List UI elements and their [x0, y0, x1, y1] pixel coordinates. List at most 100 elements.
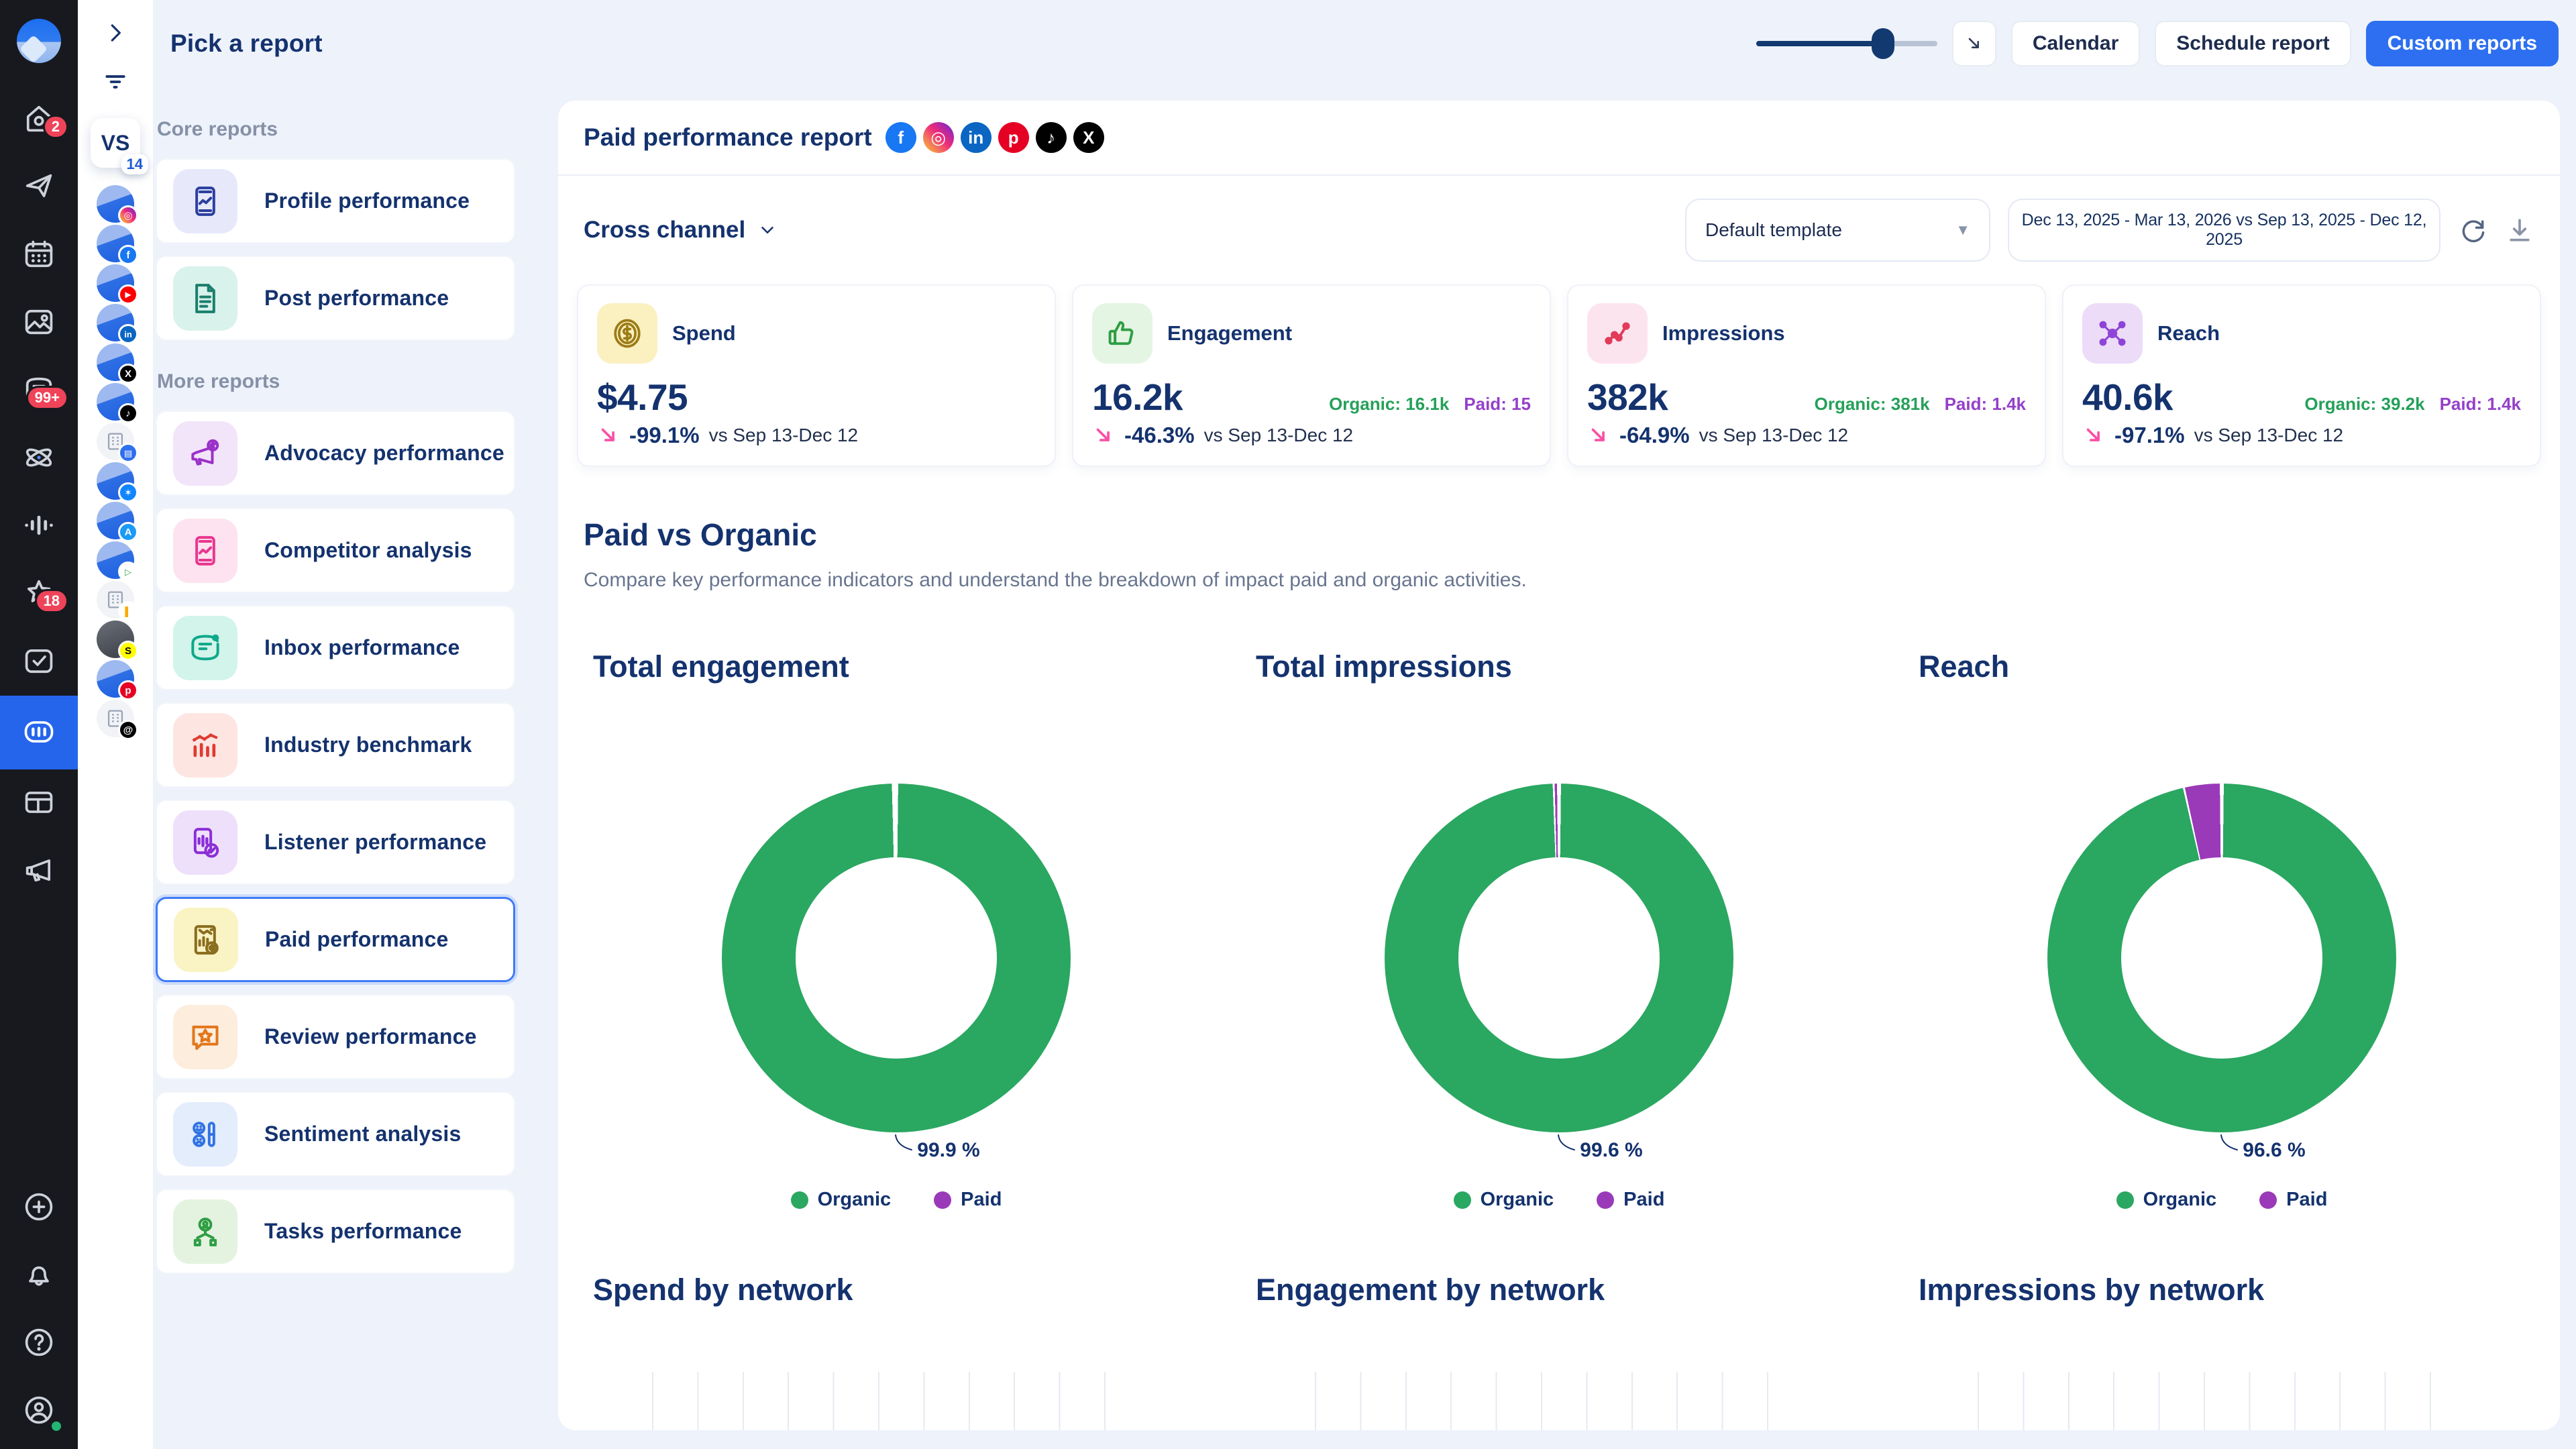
- profile-avatar-x[interactable]: X: [97, 343, 138, 384]
- profile-avatar-youtube[interactable]: ▶: [97, 264, 138, 305]
- kpi-paid: Paid: 1.4k: [2439, 394, 2521, 414]
- profile-avatar-google-business[interactable]: ▤: [97, 423, 138, 463]
- refresh-button[interactable]: [2458, 215, 2487, 245]
- zoom-slider-thumb[interactable]: [1871, 28, 1894, 59]
- kpi-card-engagement[interactable]: Engagement 16.2k Organic: 16.1k Paid: 15 …: [1072, 284, 1551, 467]
- notification-badge: 99+: [25, 385, 68, 410]
- report-item-industry-benchmark[interactable]: Industry benchmark: [156, 702, 515, 788]
- report-item-post-performance[interactable]: Post performance: [156, 256, 515, 341]
- download-button[interactable]: [2505, 215, 2534, 245]
- report-item-inbox-performance[interactable]: Inbox performance: [156, 605, 515, 690]
- sidebar-item-bell[interactable]: [0, 1242, 78, 1309]
- trend-down-icon: [2086, 428, 2100, 441]
- report-item-advocacy-performance[interactable]: Advocacy performance: [156, 411, 515, 496]
- custom-reports-button[interactable]: Custom reports: [2365, 21, 2559, 66]
- calendar-button[interactable]: Calendar: [2010, 21, 2141, 66]
- profile-avatar-app-store[interactable]: A: [97, 502, 138, 542]
- sidebar-item-calendar[interactable]: [0, 221, 78, 289]
- schedule-report-button[interactable]: Schedule report: [2155, 21, 2351, 66]
- profile-avatar-facebook[interactable]: f: [97, 225, 138, 265]
- kpi-card-reach[interactable]: Reach 40.6k Organic: 39.2k Paid: 1.4k -97…: [2062, 284, 2541, 467]
- profile-avatar-google-play[interactable]: ▷: [97, 541, 138, 582]
- kpi-card-impressions[interactable]: Impressions 382k Organic: 381k Paid: 1.4k…: [1567, 284, 2046, 467]
- sidebar-item-help[interactable]: [0, 1309, 78, 1377]
- sidebar-item-atom[interactable]: [0, 425, 78, 492]
- donut-2[interactable]: [2047, 784, 2396, 1132]
- sidebar-item-board[interactable]: [0, 769, 78, 837]
- kpi-value: 382k: [1587, 376, 1668, 418]
- report-item-label: Profile performance: [264, 189, 470, 213]
- thumbs-up-icon: [1092, 303, 1152, 364]
- sidebar-item-send[interactable]: [0, 154, 78, 221]
- legend-paid[interactable]: Paid: [934, 1189, 1002, 1211]
- expand-panel-button[interactable]: [103, 20, 128, 48]
- report-panel: Paid performance report f ◎ in p ♪ X Cross ch…: [558, 101, 2560, 1430]
- template-select-value: Default template: [1705, 219, 1842, 240]
- profile-avatar-snapchat[interactable]: S: [97, 621, 138, 661]
- sidebar-item-user[interactable]: [0, 1377, 78, 1445]
- sidebar-item-image[interactable]: [0, 289, 78, 357]
- caret-down-icon: ▼: [1955, 221, 1970, 238]
- paid-performance-icon: [174, 907, 238, 972]
- profile-avatar-pinterest[interactable]: p: [97, 660, 138, 700]
- template-select[interactable]: Default template ▼: [1685, 199, 1990, 262]
- filter-icon: [105, 75, 125, 89]
- notification-badge: 2: [42, 114, 68, 139]
- zoom-slider[interactable]: [1756, 28, 1937, 59]
- calendar-icon: [21, 237, 56, 274]
- profile-avatar-instagram[interactable]: ◎: [97, 185, 138, 225]
- profile-avatar-bluesky[interactable]: ✶: [97, 462, 138, 502]
- bar-chart-gridlines[interactable]: [1978, 1372, 2431, 1430]
- resize-button[interactable]: [1951, 21, 1996, 66]
- report-item-listener-performance[interactable]: Listener performance: [156, 800, 515, 885]
- sidebar-item-home[interactable]: 2: [0, 86, 78, 154]
- zoom-slider-fill: [1756, 41, 1883, 46]
- donut-callout: 99.6 %: [1553, 1134, 1643, 1162]
- app-logo[interactable]: [17, 19, 61, 63]
- sidebar-item-tasks[interactable]: [0, 628, 78, 696]
- profile-avatar-linkedin[interactable]: in: [97, 304, 138, 344]
- profile-avatar-threads[interactable]: @: [97, 700, 138, 740]
- sidebar-item-star[interactable]: 18: [0, 560, 78, 628]
- report-item-tasks-performance[interactable]: Tasks performance: [156, 1189, 515, 1274]
- send-icon: [21, 169, 56, 206]
- donut-0[interactable]: [722, 784, 1071, 1132]
- kpi-card-spend[interactable]: Spend $4.75 -99.1% vs Sep 13-Dec 12: [577, 284, 1056, 467]
- profile-group-tile[interactable]: VS 14: [91, 118, 148, 174]
- channel-selector[interactable]: Cross channel: [584, 217, 777, 244]
- legend-paid[interactable]: Paid: [1597, 1189, 1664, 1211]
- bar-chart-gridlines[interactable]: [652, 1372, 1106, 1430]
- date-range-picker[interactable]: Dec 13, 2025 - Mar 13, 2026 vs Sep 13, 2…: [2008, 199, 2440, 262]
- sidebar-item-audio-wave[interactable]: [0, 492, 78, 560]
- diagonal-arrow-icon: [1968, 38, 1979, 48]
- kpi-delta: -99.1%: [629, 423, 700, 447]
- snapchat-icon: S: [118, 641, 138, 661]
- report-item-review-performance[interactable]: Review performance: [156, 994, 515, 1079]
- profile-rail: VS 14 ◎ f ▶ in X ♪ ▤ ✶ A ▷ ▌ S p @: [78, 0, 153, 1449]
- bar-chart-gridlines[interactable]: [1315, 1372, 1768, 1430]
- review-performance-icon: [173, 1004, 237, 1069]
- legend-paid[interactable]: Paid: [2259, 1189, 2327, 1211]
- sidebar-item-megaphone[interactable]: [0, 837, 78, 905]
- report-item-sentiment-analysis[interactable]: Sentiment analysis: [156, 1091, 515, 1177]
- network-chart-3: Spend by network: [565, 1273, 1228, 1430]
- donut-1[interactable]: [1385, 784, 1733, 1132]
- legend-organic[interactable]: Organic: [1453, 1189, 1554, 1211]
- legend-organic[interactable]: Organic: [2116, 1189, 2216, 1211]
- sidebar-item-inbox[interactable]: 99+: [0, 357, 78, 425]
- paid-vs-organic-section: Paid vs Organic Compare key performance …: [558, 467, 2560, 592]
- profile-avatar-tiktok[interactable]: ♪: [97, 383, 138, 423]
- sidebar-item-reports[interactable]: [0, 696, 78, 769]
- kpi-organic: Organic: 381k: [1814, 394, 1930, 414]
- sidebar-item-plus[interactable]: [0, 1174, 78, 1242]
- profile-avatar-google-analytics[interactable]: ▌: [97, 581, 138, 621]
- report-title: Paid performance report: [584, 123, 872, 151]
- google-analytics-icon: ▌: [118, 601, 138, 621]
- legend-organic[interactable]: Organic: [790, 1189, 891, 1211]
- report-item-profile-performance[interactable]: Profile performance: [156, 158, 515, 244]
- reports-section-label: Core reports: [157, 118, 278, 140]
- report-item-competitor-analysis[interactable]: Competitor analysis: [156, 508, 515, 593]
- donut-callout: 99.9 %: [890, 1134, 980, 1162]
- filter-profiles-button[interactable]: [103, 69, 128, 97]
- report-item-paid-performance[interactable]: Paid performance: [156, 897, 515, 982]
